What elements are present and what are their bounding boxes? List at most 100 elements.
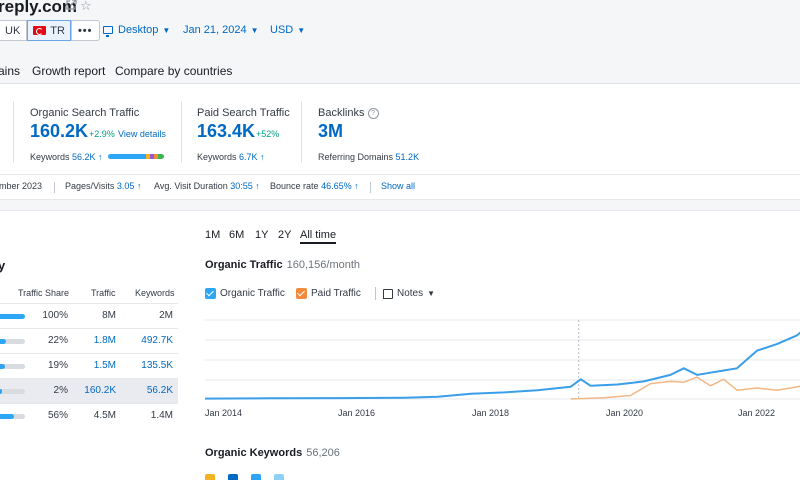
header: reply.com ☆ UK TR ••• Desktop ▼ Jan 21, … bbox=[0, 0, 800, 84]
external-link-icon[interactable] bbox=[65, 0, 77, 11]
referring-domains-label: Referring Domains bbox=[318, 152, 394, 162]
pages-visits-stat: Pages/Visits 3.05 ↑ bbox=[65, 181, 141, 191]
visit-duration-value: 30:55 ↑ bbox=[230, 181, 260, 191]
traffic-share-cell: 22% bbox=[47, 335, 68, 346]
more-databases-button[interactable]: ••• bbox=[70, 20, 100, 41]
organic-traffic-value[interactable]: 160.2K bbox=[30, 121, 89, 141]
table-row[interactable]: 56% 4.5M 1.4M bbox=[0, 403, 178, 428]
database-uk-button[interactable]: UK bbox=[0, 20, 28, 41]
organic-keywords-value[interactable]: 56.2K ↑ bbox=[72, 152, 103, 162]
divider bbox=[181, 101, 182, 163]
period-6m[interactable]: 6M bbox=[229, 229, 245, 241]
legend-swatch[interactable] bbox=[274, 474, 287, 480]
database-uk-label: UK bbox=[5, 24, 21, 37]
keyword-bar-segment bbox=[150, 154, 154, 159]
traffic-header[interactable]: Traffic bbox=[91, 288, 116, 298]
table-row[interactable]: 100% 8M 2M bbox=[0, 303, 178, 328]
visit-duration-label: Avg. Visit Duration bbox=[154, 181, 228, 191]
traffic-cell[interactable]: 1.8M bbox=[93, 335, 116, 346]
organic-keywords-stat: Keywords 56.2K ↑ bbox=[30, 152, 103, 162]
keywords-cell[interactable]: 56.2K bbox=[146, 385, 173, 396]
period-1m[interactable]: 1M bbox=[205, 229, 221, 241]
organic-traffic-delta: +2.9% bbox=[89, 129, 115, 139]
paid-keywords-value[interactable]: 6.7K ↑ bbox=[239, 152, 265, 162]
divider bbox=[13, 101, 14, 163]
divider bbox=[54, 182, 55, 193]
traffic-share-bar bbox=[0, 314, 25, 319]
traffic-stats-row: mber 2023 Pages/Visits 3.05 ↑ Avg. Visit… bbox=[0, 176, 800, 198]
traffic-share-cell: 56% bbox=[47, 410, 68, 421]
table-row[interactable]: 19% 1.5M 135.5K bbox=[0, 353, 178, 378]
table-row[interactable]: 22% 1.8M 492.7K bbox=[0, 328, 178, 353]
view-details-link[interactable]: View details bbox=[118, 129, 166, 139]
referring-domains-value[interactable]: 51.2K bbox=[395, 152, 420, 162]
tab-domains[interactable]: ains bbox=[0, 64, 21, 78]
keyword-bar-segment bbox=[108, 154, 146, 159]
traffic-share-cell: 100% bbox=[42, 310, 68, 321]
organic-traffic-line bbox=[205, 331, 800, 400]
referring-domains-stat: Referring Domains 51.2K bbox=[318, 152, 419, 162]
info-icon[interactable]: ? bbox=[367, 108, 379, 119]
organic-keywords-count: 56,206 bbox=[306, 447, 340, 459]
turkey-flag-icon bbox=[33, 26, 47, 35]
paid-traffic-line bbox=[570, 376, 800, 400]
x-tick-label: Jan 2016 bbox=[338, 408, 376, 418]
organic-traffic-chart[interactable] bbox=[205, 314, 800, 424]
traffic-share-fill bbox=[0, 339, 6, 344]
legend-organic-label: Organic Traffic bbox=[220, 288, 285, 299]
tab-growth-report[interactable]: Growth report bbox=[32, 64, 106, 78]
organic-keywords-label: Keywords bbox=[30, 152, 70, 162]
currency-filter-label: USD bbox=[270, 24, 294, 36]
paid-keywords-label: Keywords bbox=[197, 152, 237, 162]
keywords-header[interactable]: Keywords bbox=[135, 288, 175, 298]
traffic-share-header[interactable]: Traffic Share bbox=[18, 288, 70, 298]
bounce-rate-stat: Bounce rate 46.65% ↑ bbox=[270, 181, 359, 191]
legend-swatch[interactable] bbox=[228, 474, 241, 480]
period-2y[interactable]: 2Y bbox=[278, 229, 292, 241]
traffic-share-bar bbox=[0, 364, 25, 369]
section-divider bbox=[0, 199, 800, 211]
star-icon[interactable]: ☆ bbox=[80, 0, 92, 13]
traffic-share-bar bbox=[0, 414, 25, 419]
notes-dropdown[interactable]: Notes ▼ bbox=[383, 288, 435, 299]
traffic-cell[interactable]: 160.2K bbox=[84, 385, 116, 396]
paid-keywords-stat: Keywords 6.7K ↑ bbox=[197, 152, 265, 162]
organic-traffic-title: Organic Traffic 160,156/month bbox=[205, 259, 360, 271]
chevron-down-icon: ▼ bbox=[297, 25, 306, 35]
device-filter[interactable]: Desktop ▼ bbox=[103, 24, 170, 37]
table-row[interactable]: 2% 160.2K 56.2K bbox=[0, 378, 178, 403]
keywords-cell[interactable]: 492.7K bbox=[141, 335, 173, 346]
legend-swatch[interactable] bbox=[205, 474, 218, 480]
date-filter-label: Jan 21, 2024 bbox=[183, 24, 247, 36]
database-tr-button[interactable]: TR bbox=[27, 20, 71, 41]
legend-paid-label: Paid Traffic bbox=[311, 288, 361, 299]
traffic-cell[interactable]: 1.5M bbox=[93, 360, 116, 371]
pages-visits-label: Pages/Visits bbox=[65, 181, 115, 191]
tab-compare-by-countries[interactable]: Compare by countries bbox=[115, 64, 233, 78]
paid-traffic-value[interactable]: 163.4K bbox=[197, 121, 256, 141]
legend-organic-traffic[interactable]: Organic Traffic bbox=[205, 288, 285, 299]
keyword-distribution-bar bbox=[108, 154, 164, 159]
backlinks-heading: Backlinks ? bbox=[318, 107, 379, 119]
date-filter[interactable]: Jan 21, 2024 ▼ bbox=[183, 24, 259, 36]
legend-swatch[interactable] bbox=[251, 474, 264, 480]
legend-paid-traffic[interactable]: Paid Traffic bbox=[296, 288, 361, 299]
period-all-time[interactable]: All time bbox=[300, 229, 337, 244]
desktop-icon bbox=[103, 26, 113, 37]
traffic-cell: 4.5M bbox=[93, 410, 116, 421]
keyword-bar-segment bbox=[154, 154, 158, 159]
keyword-position-legend bbox=[205, 474, 287, 480]
organic-keywords-heading: Organic Keywords bbox=[205, 447, 303, 459]
backlinks-value[interactable]: 3M bbox=[318, 121, 344, 141]
keywords-cell[interactable]: 135.5K bbox=[141, 360, 173, 371]
traffic-share-bar bbox=[0, 339, 25, 344]
paid-traffic-label: Paid Search Traffic bbox=[197, 107, 290, 119]
organic-keywords-title: Organic Keywords 56,206 bbox=[205, 447, 340, 459]
traffic-cell: 8M bbox=[102, 310, 116, 321]
currency-filter[interactable]: USD ▼ bbox=[270, 24, 305, 36]
period-1y[interactable]: 1Y bbox=[255, 229, 269, 241]
show-all-link[interactable]: Show all bbox=[381, 181, 416, 191]
traffic-share-fill bbox=[0, 389, 2, 394]
x-tick-label: Jan 2020 bbox=[606, 408, 644, 418]
paid-traffic-delta: +52% bbox=[256, 129, 280, 139]
